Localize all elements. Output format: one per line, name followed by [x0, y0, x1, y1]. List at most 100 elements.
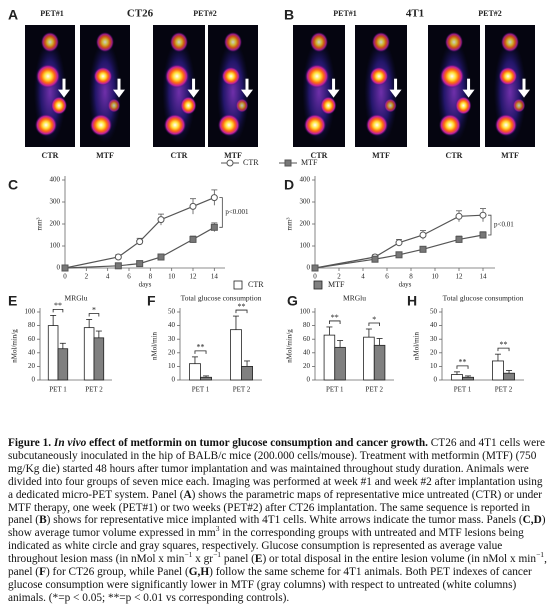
marker [136, 238, 144, 246]
bar [451, 374, 463, 381]
y-axis-label: nMol/min [413, 332, 421, 361]
caption-text: x gr [192, 553, 214, 566]
significance: ** [238, 302, 246, 311]
caption-text: CT26 and 4T1 cells were subcutaneously i… [8, 437, 545, 501]
bar [189, 363, 201, 381]
caption-text: , panel ( [8, 553, 547, 579]
bladder-signal [90, 114, 112, 137]
bar [373, 344, 386, 381]
y-tick-label: 300 [50, 198, 61, 206]
tumor-signal [235, 98, 249, 113]
tumor-signal [455, 96, 472, 115]
x-tick-label: 14 [480, 273, 488, 281]
y-tick-label: 80 [303, 321, 311, 329]
x-tick-label: PET 2 [233, 386, 251, 394]
heart-signal [221, 66, 241, 86]
arrow-head [462, 89, 475, 98]
y-tick-label: 10 [430, 362, 438, 370]
y-tick-label: 40 [430, 321, 438, 329]
y-tick-label: 50 [168, 308, 176, 316]
significance: * [372, 315, 376, 324]
bladder-signal [35, 114, 57, 137]
y-tick-label: 60 [303, 335, 311, 343]
y-axis-label: nMol/min/g [11, 329, 19, 363]
y-tick-label: 200 [50, 220, 61, 228]
caption-text: −1 [536, 550, 545, 560]
y-tick-label: 40 [28, 348, 36, 356]
y-tick-label: 0 [434, 376, 438, 384]
head-signal [372, 32, 390, 53]
caption-text: −1 [213, 550, 222, 560]
scan-label: PET#1 [333, 9, 357, 18]
group-label: MTF [96, 151, 114, 160]
y-tick-label: 50 [430, 308, 438, 316]
x-tick-label: PET 1 [49, 386, 67, 394]
marker [311, 264, 319, 272]
caption-text: C,D [522, 514, 542, 527]
legend-label: CTR [248, 280, 264, 289]
series-line [64, 197, 215, 269]
x-tick-label: 10 [432, 273, 440, 281]
bladder-signal [218, 114, 240, 137]
panel-letter: D [284, 177, 294, 193]
heart-signal [305, 64, 329, 89]
head-signal [224, 32, 242, 53]
tumor-signal [320, 96, 337, 115]
bar [230, 329, 242, 381]
marker [455, 235, 463, 243]
bar [83, 327, 95, 381]
caption-text: panel ( [221, 553, 255, 566]
chart-title: Total glucose consumption [443, 294, 524, 303]
marker [189, 202, 197, 210]
caption-text: F [39, 566, 46, 579]
arrow-head [58, 89, 70, 98]
x-tick-label: 2 [85, 273, 89, 281]
panel-letter: A [8, 7, 18, 23]
y-tick-label: 0 [172, 376, 176, 384]
x-tick-label: 0 [63, 273, 67, 281]
y-tick-label: 100 [300, 242, 311, 250]
heart-signal [440, 64, 464, 89]
tumor-signal [384, 98, 397, 113]
x-tick-label: 14 [211, 273, 219, 281]
x-tick-label: 0 [313, 273, 317, 281]
x-tick-label: 2 [337, 273, 341, 281]
x-tick-label: PET 2 [85, 386, 103, 394]
tumor-signal [107, 98, 121, 113]
marker [479, 211, 487, 219]
marker [61, 264, 69, 272]
legend-swatch [313, 280, 323, 290]
heart-signal [498, 66, 518, 86]
bladder-signal [439, 114, 461, 137]
y-tick-label: 400 [50, 176, 61, 184]
marker [455, 212, 463, 220]
y-tick-label: 100 [25, 308, 36, 316]
caption-text: In vivo [53, 437, 87, 449]
x-tick-label: 12 [456, 273, 464, 281]
model-label: CT26 [127, 8, 154, 20]
group-label: MTF [224, 151, 242, 160]
y-tick-label: 300 [300, 198, 311, 206]
head-signal [310, 32, 328, 53]
group-label: CTR [171, 151, 188, 160]
group-label: CTR [446, 151, 463, 160]
marker [210, 194, 218, 202]
x-tick-label: PET 1 [192, 386, 210, 394]
figure-panels: A PET#1 CT26 PET#2 CTR MTF CTR MTF B PET… [8, 7, 535, 394]
annotation: p<0.01 [494, 221, 514, 229]
group-label: CTR [42, 151, 59, 160]
legend-marker [284, 159, 292, 167]
bar [363, 336, 375, 381]
caption-text: ) follow the same scheme for 4T1 animals… [8, 566, 532, 604]
y-tick-label: 40 [168, 321, 176, 329]
chart-title: MRGlu [343, 294, 366, 303]
y-axis-label: nMol/min/g [286, 329, 294, 363]
bladder-signal [495, 114, 517, 137]
marker [157, 253, 165, 261]
significance: ** [54, 301, 62, 310]
y-tick-label: 10 [168, 362, 176, 370]
y-tick-label: 20 [168, 348, 176, 356]
head-signal [501, 32, 519, 53]
tumor-signal [51, 96, 67, 115]
